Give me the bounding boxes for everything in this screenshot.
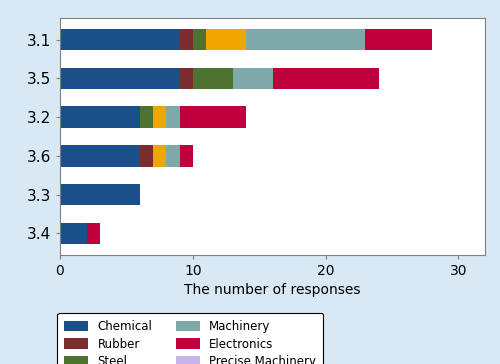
Bar bbox=[60, 184, 140, 205]
Bar bbox=[86, 223, 100, 244]
Bar bbox=[60, 106, 140, 128]
Bar bbox=[140, 106, 153, 128]
Bar bbox=[60, 145, 140, 167]
Bar bbox=[206, 29, 246, 50]
Bar bbox=[60, 223, 86, 244]
Bar bbox=[153, 106, 166, 128]
Bar bbox=[246, 29, 366, 50]
Bar bbox=[232, 68, 272, 89]
Bar bbox=[366, 29, 432, 50]
X-axis label: The number of responses: The number of responses bbox=[184, 284, 361, 297]
Bar bbox=[272, 68, 379, 89]
Bar bbox=[140, 145, 153, 167]
Bar bbox=[166, 145, 179, 167]
Bar bbox=[60, 68, 180, 89]
Bar bbox=[180, 29, 193, 50]
Bar bbox=[60, 29, 180, 50]
Bar bbox=[153, 145, 166, 167]
Bar bbox=[180, 68, 193, 89]
Bar bbox=[180, 145, 193, 167]
Legend: Chemical, Rubber, Steel, Metal, Machinery, Electronics, Precise Machinery: Chemical, Rubber, Steel, Metal, Machiner… bbox=[58, 313, 323, 364]
Bar bbox=[180, 106, 246, 128]
Bar bbox=[193, 29, 206, 50]
Bar bbox=[166, 106, 179, 128]
Bar bbox=[193, 68, 232, 89]
